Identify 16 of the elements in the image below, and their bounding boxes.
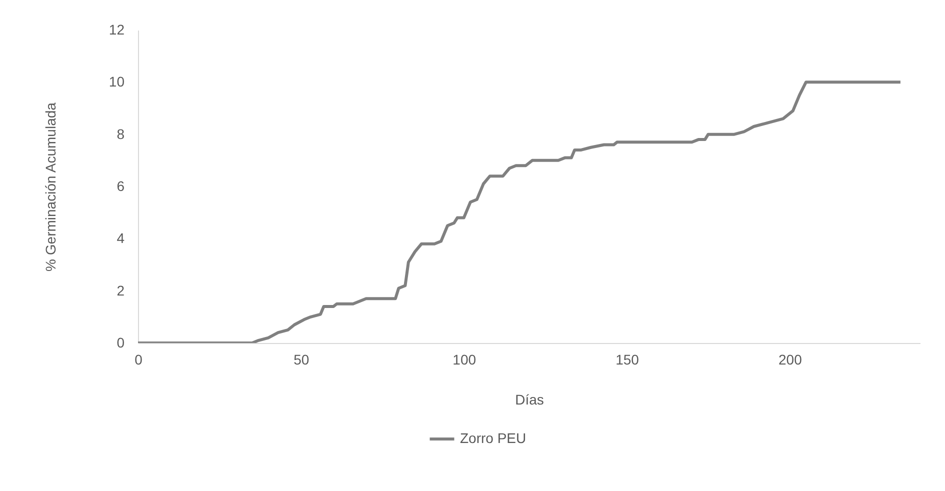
legend-label: Zorro PEU	[460, 430, 526, 446]
y-tick-label: 4	[116, 230, 125, 246]
y-tick-label: 0	[116, 334, 125, 350]
x-tick-label: 150	[616, 352, 640, 368]
y-tick-label: 2	[116, 282, 125, 298]
y-tick-label: 12	[108, 22, 125, 38]
x-tick-label: 0	[134, 352, 143, 368]
line-series	[138, 80, 902, 343]
x-tick-label: 200	[778, 352, 802, 368]
x-axis-title: Días	[515, 392, 544, 408]
x-tick-label: 50	[294, 352, 310, 368]
x-tick-label: 100	[452, 352, 476, 368]
y-tick-label: 6	[116, 178, 125, 194]
y-tick-label: 8	[116, 126, 125, 142]
y-tick-label: 10	[108, 74, 125, 90]
y-axis-title: % Germinación Acumulada	[42, 102, 58, 272]
